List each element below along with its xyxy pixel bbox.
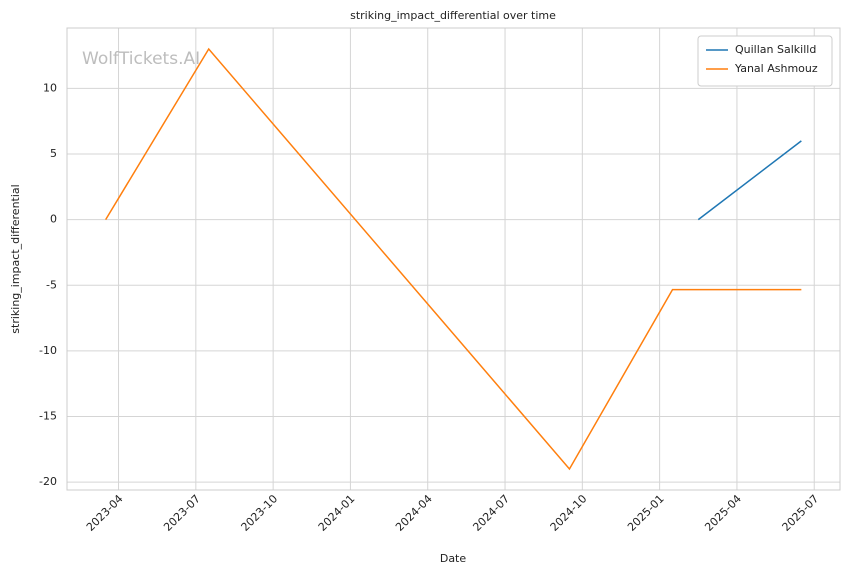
x-axis-label: Date [440,552,467,565]
y-tick-label: -15 [39,410,57,423]
legend: Quillan Salkilld Yanal Ashmouz [697,35,833,87]
watermark: WolfTickets.AI [82,49,200,69]
line-series [105,47,802,471]
y-tick-label: -5 [46,278,57,291]
legend-box [697,35,833,87]
legend-label: Yanal Ashmouz [734,62,818,75]
y-tick-label: 0 [50,213,57,226]
chart-title: striking_impact_differential over time [350,9,556,22]
y-axis-label: striking_impact_differential [9,184,22,333]
y-tick-label: -10 [39,344,57,357]
line-series [697,140,802,221]
plot-frame [66,27,841,491]
y-tick-label: 5 [50,147,57,160]
y-tick-label: 10 [43,81,57,94]
legend-label: Quillan Salkilld [735,43,816,56]
y-tick-label: -20 [39,475,57,488]
